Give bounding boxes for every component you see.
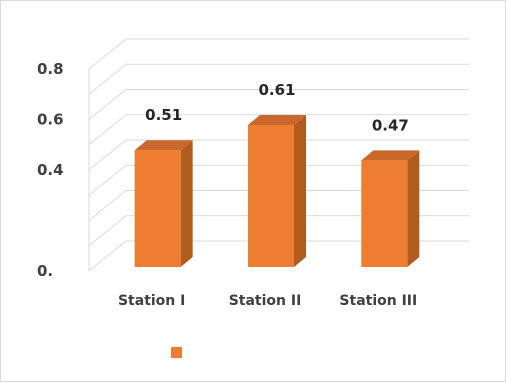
- gridline: [88, 240, 469, 272]
- y-tick-label: 0.6: [37, 111, 64, 129]
- y-tick-label: 0.8: [37, 60, 64, 78]
- gridline: [88, 215, 469, 247]
- bar-front: [134, 150, 181, 267]
- bar: [361, 150, 420, 267]
- bar-side: [180, 140, 193, 267]
- legend-swatch: [171, 347, 182, 358]
- y-tick-label: 0.4: [37, 161, 64, 179]
- category-label: Station II: [229, 293, 302, 309]
- data-label: 0.51: [145, 106, 182, 124]
- bar-top: [361, 150, 420, 161]
- data-labels: 0.51 0.61 0.47: [145, 81, 409, 134]
- y-tick-label: 0.: [37, 262, 53, 280]
- bar: [134, 140, 193, 267]
- bar-top: [134, 140, 193, 151]
- gridline: [88, 38, 469, 70]
- bar-top: [248, 114, 306, 125]
- y-axis-tick-labels: 0. 0.4 0.6 0.8: [37, 60, 64, 280]
- legend: [171, 347, 182, 358]
- bar: [248, 114, 306, 267]
- gridline: [88, 63, 469, 95]
- bar-side: [407, 150, 420, 267]
- category-label: Station III: [339, 293, 417, 309]
- gridline: [88, 190, 469, 221]
- bar-side: [294, 114, 306, 267]
- gridline: [88, 89, 469, 120]
- gridlines: [88, 38, 469, 272]
- data-label: 0.47: [372, 116, 409, 134]
- gridline: [88, 164, 469, 196]
- gridline: [88, 139, 469, 171]
- category-labels: Station I Station II Station III: [118, 293, 417, 309]
- gridline: [88, 114, 469, 146]
- category-label: Station I: [118, 293, 185, 309]
- data-label: 0.61: [258, 81, 295, 99]
- bar-front: [361, 160, 408, 267]
- bar-front: [248, 124, 294, 267]
- bars: [134, 114, 420, 267]
